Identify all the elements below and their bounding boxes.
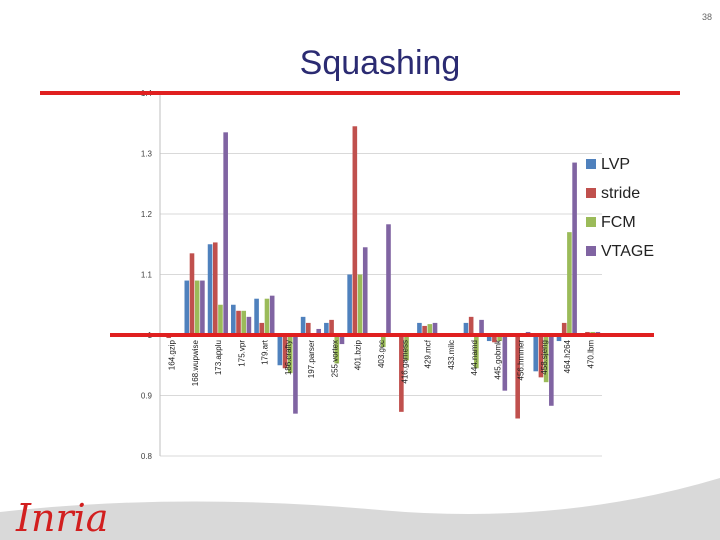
category-label: 429.mcf <box>424 339 433 368</box>
category-label: 464.h264 <box>563 339 572 373</box>
bar-vtage <box>386 224 391 335</box>
legend-swatch <box>586 246 596 256</box>
chart-title: Squashing <box>299 44 461 82</box>
bar-lvp <box>463 322 469 335</box>
bar-fcm <box>241 310 247 335</box>
bar-lvp <box>184 280 190 335</box>
category-label: 470.lbm <box>586 340 595 369</box>
bar-stride <box>329 319 334 335</box>
category-label: 255.vortex <box>330 340 339 377</box>
footer-wave <box>0 478 720 540</box>
legend-swatch <box>586 188 596 198</box>
legend-label: VTAGE <box>601 243 654 260</box>
bar-vtage <box>200 280 205 335</box>
bar-lvp <box>347 274 352 335</box>
bars <box>161 126 601 419</box>
category-label: 186.crafty <box>284 340 293 375</box>
bar-stride <box>259 322 265 335</box>
category-label: 197.parser <box>307 340 316 379</box>
bar-vtage <box>502 335 508 391</box>
bar-vtage <box>246 316 252 335</box>
category-label: 403.gcc <box>377 340 386 368</box>
bar-fcm <box>474 335 479 369</box>
bar-fcm <box>497 335 502 342</box>
y-tick-label: 0.8 <box>141 452 153 461</box>
bar-stride <box>561 322 567 335</box>
bar-fcm <box>404 335 409 361</box>
bar-stride <box>492 335 497 343</box>
bar-fcm <box>287 335 293 374</box>
bar-lvp <box>417 322 422 335</box>
category-label: 416.gamess <box>400 340 409 384</box>
bar-vtage <box>572 162 577 335</box>
bar-vtage <box>316 328 322 335</box>
bar-vtage <box>293 335 298 414</box>
bar-lvp <box>207 244 213 335</box>
bar-lvp <box>533 335 539 372</box>
bar-stride <box>236 310 241 335</box>
bar-fcm <box>427 324 433 335</box>
bar-fcm <box>357 274 363 335</box>
legend: LVP stride FCM VTAGE <box>586 156 654 260</box>
bar-stride <box>189 253 195 335</box>
bar-stride <box>352 126 358 336</box>
bar-stride <box>538 335 544 378</box>
category-label: 433.milc <box>447 340 456 370</box>
bar-lvp <box>300 316 306 335</box>
bar-stride <box>212 242 218 335</box>
bar-fcm <box>543 335 549 383</box>
bar-stride <box>306 322 311 335</box>
category-label: 444.namd <box>470 340 479 376</box>
bar-fcm <box>218 304 223 335</box>
x-axis-labels: 164.gzip 168.wupwise 173.applu 175.vpr 179.a… <box>168 339 596 386</box>
bar-lvp <box>486 335 492 342</box>
legend-label: LVP <box>601 156 630 173</box>
legend-swatch <box>586 217 596 227</box>
y-tick-label: 0.9 <box>141 392 153 401</box>
bar-vtage <box>549 335 554 406</box>
bar-vtage <box>479 319 484 335</box>
bar-lvp <box>556 335 562 342</box>
legend-swatch <box>586 159 596 169</box>
category-label: 168.wupwise <box>191 339 200 386</box>
page-number: 38 <box>701 12 712 22</box>
bar-vtage <box>339 335 345 345</box>
bar-lvp <box>231 304 236 335</box>
bar-fcm <box>264 298 270 335</box>
y-tick-label: 1.2 <box>141 210 153 219</box>
bar-lvp <box>277 335 283 366</box>
y-tick-label: 1.3 <box>141 150 153 159</box>
bar-fcm <box>194 280 200 335</box>
bar-vtage <box>223 132 228 335</box>
bar-lvp <box>324 322 329 335</box>
bar-vtage <box>269 295 275 335</box>
category-label: 458.sjeng <box>540 340 549 375</box>
bar-fcm <box>334 335 340 364</box>
legend-label: stride <box>601 185 640 202</box>
bar-lvp <box>254 298 259 335</box>
bar-fcm <box>567 232 572 335</box>
inria-logo: Inria <box>16 496 109 540</box>
bar-fcm <box>381 335 386 348</box>
bar-stride <box>515 335 520 419</box>
category-label: 164.gzip <box>168 339 177 370</box>
category-label: 179.art <box>261 339 270 365</box>
category-label: 401.bzip <box>354 339 363 370</box>
category-label: 175.vpr <box>237 340 246 367</box>
bar-vtage <box>432 322 438 335</box>
bar-stride <box>282 335 288 369</box>
bar-stride <box>399 335 404 412</box>
bar-vtage <box>362 247 368 335</box>
bar-stride <box>422 325 427 335</box>
legend-label: FCM <box>601 214 636 231</box>
category-label: 456.hmmer <box>517 340 526 381</box>
category-label: 173.applu <box>214 340 223 375</box>
y-tick-label: 1.1 <box>141 271 153 280</box>
category-label: 445.gobmk <box>493 339 502 380</box>
bar-stride <box>468 316 474 335</box>
reference-lines <box>40 91 680 337</box>
